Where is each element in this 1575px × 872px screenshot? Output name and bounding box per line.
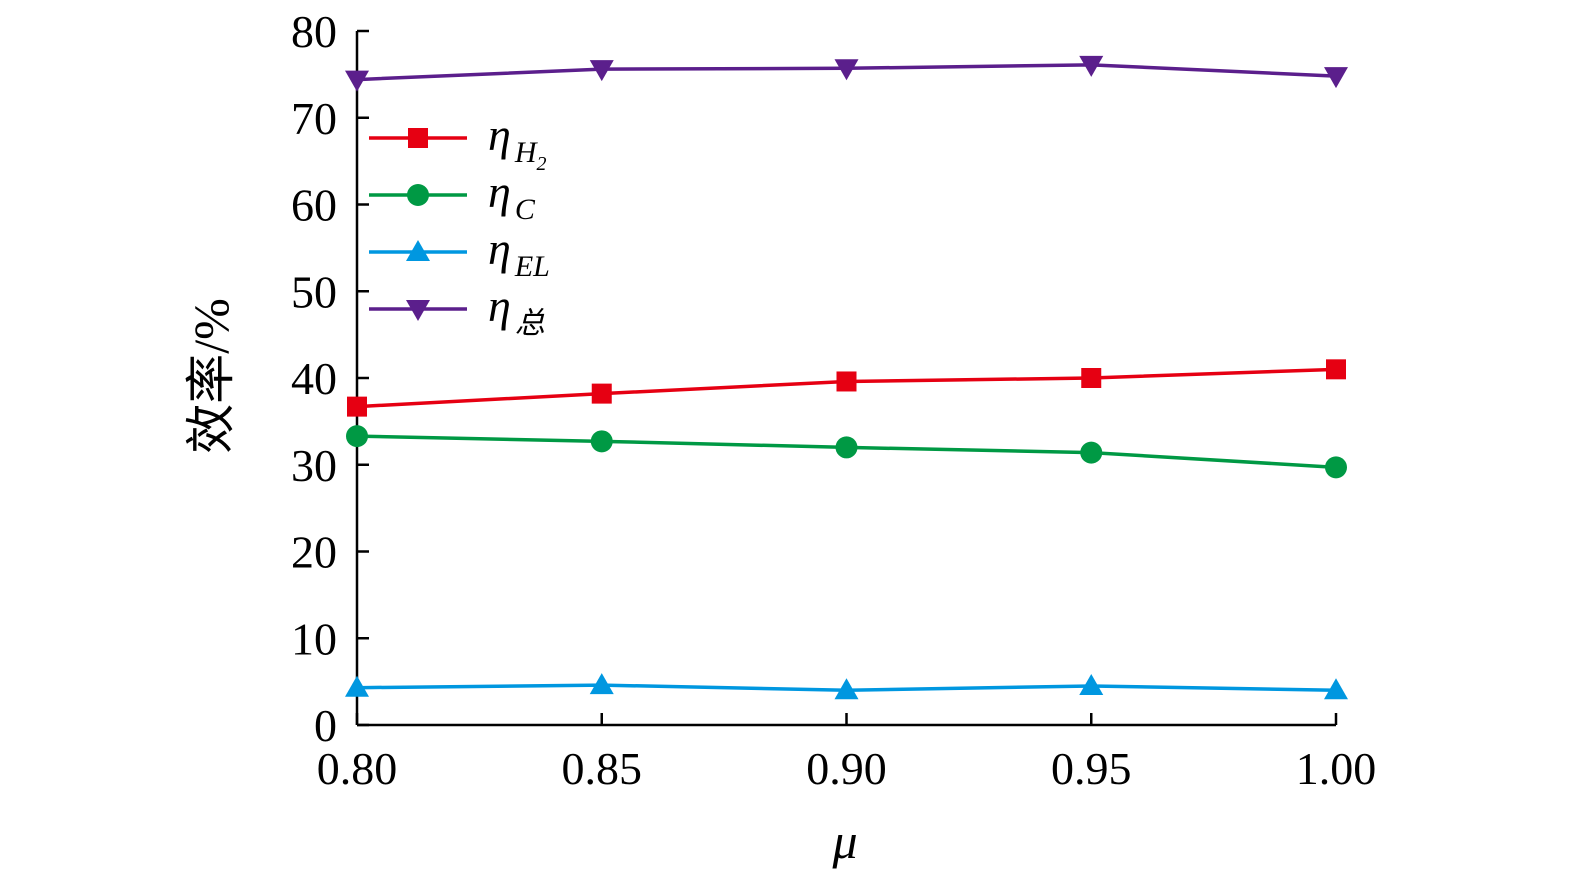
data-point-s0-3 [1081,368,1102,388]
y-tick-label: 10 [291,613,337,664]
legend-label-2: η EL [488,223,550,283]
data-point-s1-0 [346,425,368,448]
data-point-s3-3 [1079,55,1104,77]
series-markers [345,55,1348,700]
x-tick-label: 0.90 [806,743,887,794]
data-point-s3-4 [1324,67,1348,89]
legend-marker-2 [406,240,430,261]
y-tick-label: 20 [291,527,337,578]
data-point-s2-3 [1079,673,1104,695]
data-point-s0-1 [591,383,612,404]
data-point-s1-1 [590,430,613,453]
data-point-s3-1 [589,60,614,82]
y-tick-label: 80 [291,6,337,57]
legend-marker-0 [408,128,428,148]
legend-marker-1 [407,184,429,206]
legend: η H2η Cη ELη 总 [369,109,550,340]
x-tick-label: 0.80 [317,743,398,794]
data-point-s1-3 [1080,441,1103,464]
y-tick-label: 50 [291,266,337,317]
data-point-s2-2 [834,678,859,700]
data-point-s1-4 [1325,456,1347,479]
data-point-s0-2 [836,371,857,392]
y-tick-label: 40 [291,353,337,404]
data-point-s1-2 [835,436,858,459]
x-tick-label: 0.95 [1051,743,1132,794]
x-tick-label: 0.85 [562,743,643,794]
data-point-s3-0 [345,70,369,92]
legend-marker-3 [406,300,430,321]
data-point-s2-0 [345,675,369,697]
data-point-s2-4 [1324,678,1348,700]
data-point-s0-0 [347,396,367,417]
data-point-s0-4 [1326,359,1346,380]
axes: 0 10 20 30 40 50 60 70 80 0.80 0.85 0.90 0.95 1.00 [291,6,1376,794]
y-tick-label: 60 [291,180,337,231]
data-point-s2-1 [589,673,614,695]
x-axis-title: μ [831,813,857,869]
x-tick-label: 1.00 [1296,743,1377,794]
data-point-s3-2 [834,59,859,81]
y-tick-label: 0 [314,700,337,751]
y-tick-label: 30 [291,440,337,491]
y-tick-label: 70 [291,93,337,144]
y-axis-title: 效率/% [183,298,239,454]
